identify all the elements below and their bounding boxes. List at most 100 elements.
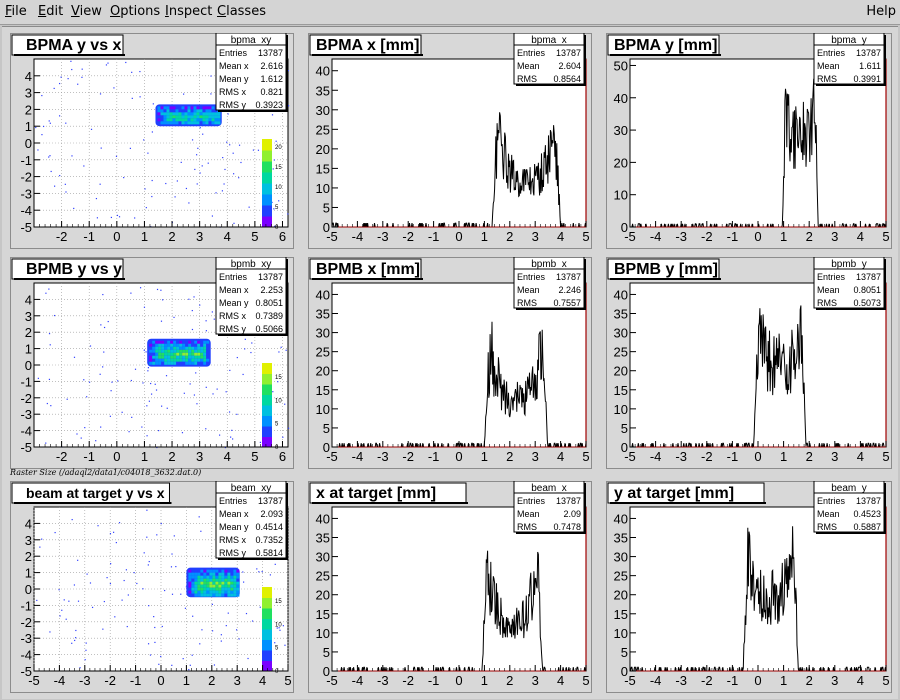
blob-cell [218, 590, 222, 594]
title-text: BPMA y vs x [26, 37, 122, 54]
blob-cell [181, 112, 185, 116]
noise-point [71, 155, 73, 157]
noise-point [71, 518, 73, 521]
blob-cell [185, 361, 189, 365]
y-tick-label: 0 [621, 220, 628, 235]
blob-cell [221, 575, 225, 579]
noise-point [110, 390, 112, 392]
x-tick-label: 4 [857, 229, 864, 244]
stats-key: Mean x [219, 61, 249, 71]
noise-point [106, 577, 108, 579]
noise-point [184, 607, 187, 609]
noise-point [48, 156, 50, 158]
noise-point [210, 75, 212, 77]
blob-cell [187, 115, 191, 119]
menu-file[interactable]: File [5, 4, 27, 19]
y-tick-label: 30 [316, 326, 330, 341]
noise-point [244, 338, 246, 340]
blob-cell [221, 593, 225, 597]
blob-cell [182, 361, 186, 365]
noise-point [142, 382, 144, 384]
menu-edit[interactable]: Edit [38, 4, 64, 19]
pad-bpmb-y[interactable]: -5 -4 -3 -2 -1 0 1 2 3 4 5 0 5 10 15 20 25 30 35 40 BPMB y [… [606, 257, 892, 469]
menu-options[interactable]: Options [110, 4, 161, 19]
axis-ticks: -5 -4 -3 -2 -1 0 1 2 3 4 5 0 5 10 15 20 25 30 35 40 [316, 287, 590, 464]
noise-point [285, 349, 287, 351]
noise-point [189, 383, 191, 385]
root-canvas[interactable]: 0 5 10 15 20 -2 -1 0 1 2 3 4 5 6 -5 -4 -3 -2 -1 0 1 2 3 4 BPMA y… [2, 26, 898, 699]
noise-point [191, 328, 194, 331]
pad-bpma-xy[interactable]: 0 5 10 15 20 -2 -1 0 1 2 3 4 5 6 -5 -4 -3 -2 -1 0 1 2 3 4 BPMA y… [10, 33, 294, 249]
blob-cell [227, 593, 231, 597]
pad-bpmb-x[interactable]: -5 -4 -3 -2 -1 0 1 2 3 4 5 0 5 10 15 20 25 30 35 40 BPMB x [… [308, 257, 592, 469]
x-tick-label: 4 [857, 673, 864, 688]
blob-cell [197, 590, 201, 594]
pad-beam-xy[interactable]: 0 5 10 15 -5 -4 -3 -2 -1 0 1 2 3 4 5 -5 -4 -3 -2 -1 0 1 2 3 4 bea… [10, 481, 294, 693]
noise-point [64, 183, 66, 185]
pad-bpmb-xy[interactable]: 0 5 10 15 -2 -1 0 1 2 3 4 5 6 -5 -4 -3 -2 -1 0 1 2 3 4 BPMB y v… [10, 257, 294, 469]
noise-point [134, 368, 137, 370]
blob-cell [194, 593, 198, 597]
noise-point [89, 345, 92, 347]
x-tick-label: 1 [141, 449, 148, 464]
noise-point [86, 573, 88, 575]
noise-point [146, 405, 148, 407]
blob-cell [218, 578, 222, 582]
blob-cell [188, 575, 192, 579]
palette-band [262, 194, 272, 206]
stats-key: RMS y [219, 100, 247, 110]
blob-cell [196, 106, 200, 110]
noise-point [71, 642, 73, 644]
menu-classes[interactable]: Classes [217, 4, 266, 19]
blob-cell [197, 340, 201, 344]
blob-cell [193, 112, 197, 116]
blob-cell [217, 115, 221, 119]
pad-beam-y[interactable]: -5 -4 -3 -2 -1 0 1 2 3 4 5 0 5 10 15 20 25 30 35 40 y at tar… [606, 481, 892, 693]
stats-value: 13787 [258, 272, 283, 282]
blob-cell [188, 340, 192, 344]
noise-point [199, 304, 201, 306]
x-tick-label: -2 [56, 229, 68, 244]
blob-cell [157, 106, 161, 110]
stats-value: 2.604 [558, 61, 581, 71]
blob-cell [173, 343, 177, 347]
pad-bpma-x[interactable]: -5 -4 -3 -2 -1 0 1 2 3 4 5 0 5 10 15 20 25 30 35 40 BPMA x [… [308, 33, 592, 249]
blob-cell [224, 587, 228, 591]
noise-point [131, 97, 133, 99]
plot-frame [331, 506, 587, 672]
menu-help[interactable]: Help [866, 4, 896, 19]
pad-beam-x[interactable]: -5 -4 -3 -2 -1 0 1 2 3 4 5 0 5 10 15 20 25 30 35 40 x at tar… [308, 481, 592, 693]
blob-cell [233, 581, 237, 585]
blob-cell [224, 581, 228, 585]
noise-point [81, 68, 83, 70]
blob-cell [176, 358, 180, 362]
y-tick-label: 15 [316, 383, 330, 398]
blob-cell [178, 109, 182, 113]
menu-view[interactable]: View [71, 4, 102, 19]
noise-point [211, 630, 214, 632]
blob-cell [211, 106, 215, 110]
palette-band [262, 384, 272, 395]
blob-cell [152, 346, 156, 350]
blob-cell [193, 118, 197, 122]
blob-cell [161, 352, 165, 356]
noise-point [152, 103, 154, 105]
menu-inspect[interactable]: Inspect [165, 4, 213, 19]
stats-value: 0.7478 [553, 522, 581, 532]
x-tick-label: 4 [224, 449, 231, 464]
blob-cell [202, 121, 206, 125]
stats-key: Entries [517, 496, 546, 506]
palette-tick-label: 10 [275, 185, 282, 191]
noise-point [110, 216, 112, 219]
pad-bpma-y[interactable]: -5 -4 -3 -2 -1 0 1 2 3 4 5 0 10 20 30 40 50 BPMA y [mm] bp… [606, 33, 892, 249]
blob-cell [197, 349, 201, 353]
blob-cell [160, 112, 164, 116]
axis-ticks: -5 -4 -3 -2 -1 0 1 2 3 4 5 0 5 10 15 20 25 30 35 40 [614, 511, 890, 688]
blob-cell [230, 581, 234, 585]
blob-cell [203, 343, 207, 347]
color-palette: 0 5 10 15 [262, 587, 282, 675]
noise-point [147, 367, 150, 369]
stats-value: 2.09 [563, 509, 581, 519]
stats-value: 0.7389 [255, 311, 283, 321]
x-tick-label: 1 [780, 449, 787, 464]
